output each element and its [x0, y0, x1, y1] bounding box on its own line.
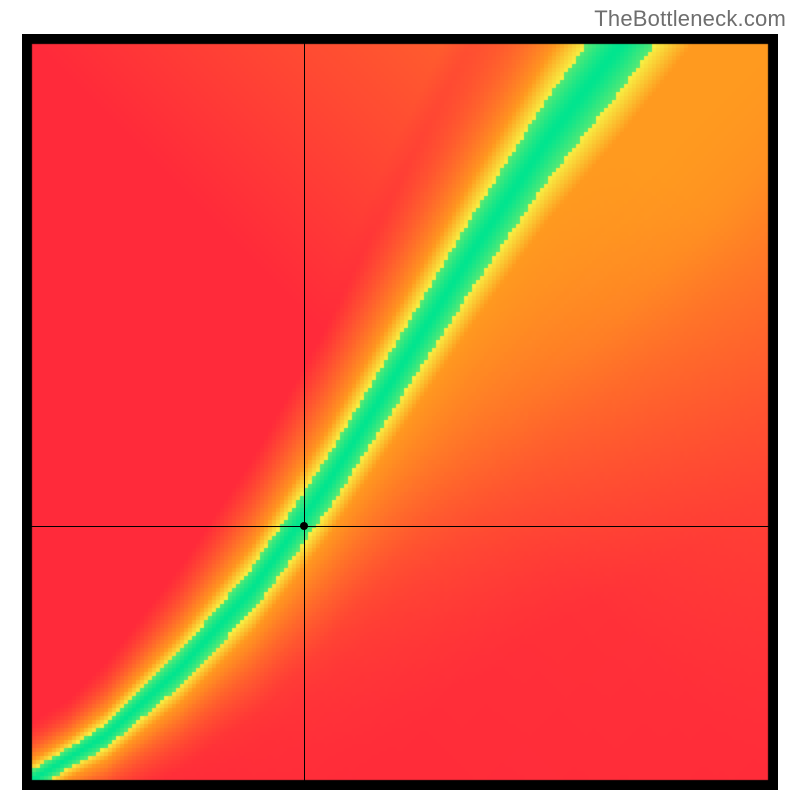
heatmap-plot — [22, 34, 778, 790]
crosshair-vertical — [304, 34, 305, 790]
watermark-text: TheBottleneck.com — [594, 6, 786, 32]
heatmap-canvas — [22, 34, 778, 790]
chart-container: TheBottleneck.com — [0, 0, 800, 800]
crosshair-horizontal — [22, 526, 778, 527]
marker-dot — [300, 522, 308, 530]
